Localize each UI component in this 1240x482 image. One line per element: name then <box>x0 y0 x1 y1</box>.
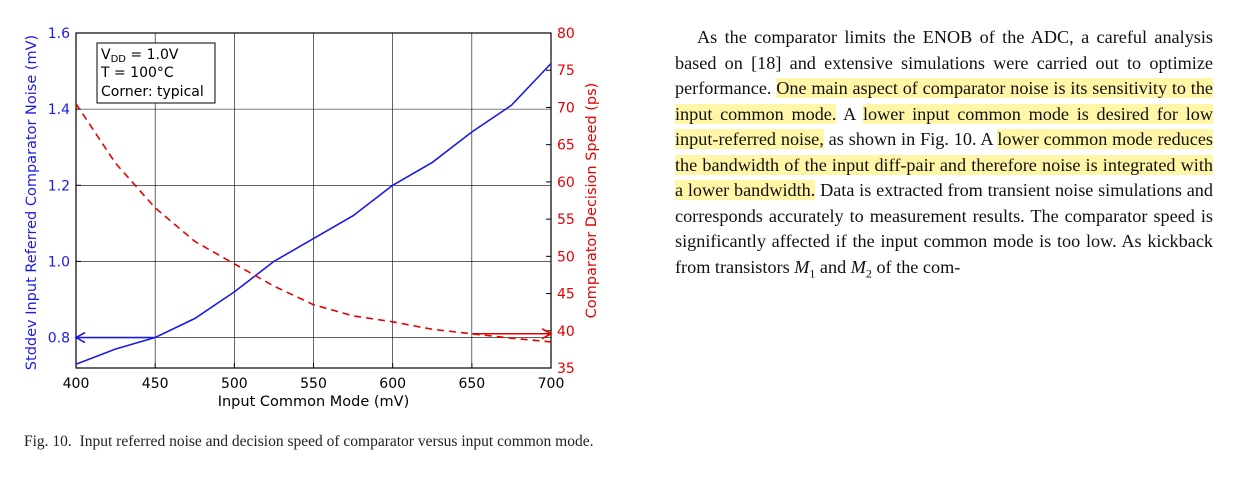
y-right-tick-label: 75 <box>557 63 575 79</box>
body-sentence-5: and <box>815 256 851 277</box>
y-right-axis-title: Comparator Decision Speed (ps) <box>584 83 600 319</box>
body-sentence-1: As the comparator limits the ENOB of the… <box>675 27 1213 98</box>
body-sentence-2: A <box>836 103 863 124</box>
y-right-tick-label: 70 <box>557 100 575 116</box>
y-right-tick-label: 45 <box>557 287 575 303</box>
x-tick-label: 450 <box>142 376 169 392</box>
x-axis-title: Input Common Mode (mV) <box>218 394 410 410</box>
body-sentence-6: of the com- <box>871 256 961 277</box>
chart: 400 450 500 550 600 650 700 0.8 1.0 1.2 1.4 1.6 35 40… <box>24 26 600 410</box>
left-arrowhead <box>74 331 86 344</box>
y-right-tick-label: 80 <box>557 26 575 42</box>
y-right-tick-label: 60 <box>557 175 575 191</box>
body-sentence-4: Data is extracted from transient noise s… <box>675 180 1213 277</box>
y-right-tick-label: 50 <box>557 249 575 265</box>
y-left-tick-label: 1.6 <box>48 26 70 42</box>
y-left-tick-label: 1.0 <box>48 254 70 270</box>
body-paragraph: As the comparator limits the ENOB of the… <box>675 25 1214 287</box>
speed-series-line <box>75 103 552 343</box>
y-left-tick-label: 0.8 <box>48 331 70 347</box>
right-arrowhead <box>541 328 553 340</box>
y-left-tick-label: 1.2 <box>48 178 70 194</box>
caption-text: Input referred noise and decision speed … <box>79 433 594 450</box>
noise-series-line <box>75 62 552 365</box>
annotation-corner: Corner: typical <box>101 84 204 100</box>
x-tick-label: 650 <box>458 376 485 392</box>
y-left-tick-label: 1.4 <box>48 102 70 118</box>
annotation-temperature: T = 100°C <box>100 65 174 81</box>
y-right-tick-label: 65 <box>557 138 575 154</box>
x-tick-label: 400 <box>63 376 90 392</box>
figure-caption: Fig. 10. Input referred noise and decisi… <box>24 432 614 452</box>
annotation-vdd: VDD = 1.0V <box>101 47 179 65</box>
x-tick-label: 600 <box>379 376 406 392</box>
y-left-axis-title: Stddev Input Referred Comparator Noise (… <box>24 35 40 370</box>
y-right-tick-label: 55 <box>557 212 575 228</box>
body-sentence-3: as shown in Fig. 10. A <box>823 129 998 149</box>
x-tick-label: 700 <box>538 376 565 392</box>
figure-10: 400 450 500 550 600 650 700 0.8 1.0 1.2 1.4 1.6 35 40… <box>24 26 614 452</box>
y-right-tick-label: 35 <box>557 361 575 377</box>
x-tick-label: 550 <box>300 376 327 392</box>
caption-label: Fig. 10. <box>24 433 72 450</box>
y-right-tick-label: 40 <box>557 324 575 340</box>
math-m2: M2 <box>850 256 872 281</box>
annotation-box <box>96 42 216 104</box>
x-tick-label: 500 <box>221 376 248 392</box>
math-m1: M1 <box>794 256 816 281</box>
